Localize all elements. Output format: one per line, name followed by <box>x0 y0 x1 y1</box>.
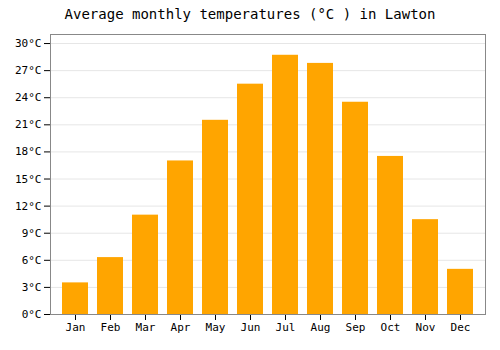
svg-text:27°C: 27°C <box>15 64 42 77</box>
svg-text:Jun: Jun <box>241 321 261 334</box>
svg-text:Sep: Sep <box>346 321 366 334</box>
svg-text:Dec: Dec <box>451 321 471 334</box>
svg-text:12°C: 12°C <box>15 200 42 213</box>
svg-text:Jul: Jul <box>276 321 296 334</box>
svg-text:Nov: Nov <box>416 321 436 334</box>
svg-text:15°C: 15°C <box>15 173 42 186</box>
svg-text:30°C: 30°C <box>15 37 42 50</box>
svg-text:9°C: 9°C <box>22 227 42 240</box>
svg-text:Aug: Aug <box>311 321 331 334</box>
html-text:Average monthly temperatures (: Average monthly temperatures (°C ) in La… <box>64 6 436 22</box>
svg-text:Apr: Apr <box>171 321 191 334</box>
svg-text:3°C: 3°C <box>22 281 42 294</box>
svg-text:Jan: Jan <box>66 321 86 334</box>
svg-text:21°C: 21°C <box>15 118 42 131</box>
svg-text:18°C: 18°C <box>15 145 42 158</box>
svg-text:Feb: Feb <box>101 321 121 334</box>
svg-text:0°C: 0°C <box>22 308 42 321</box>
svg-text:Oct: Oct <box>381 321 401 334</box>
svg-text:May: May <box>206 321 226 334</box>
svg-text:Mar: Mar <box>136 321 156 334</box>
svg-text:24°C: 24°C <box>15 91 42 104</box>
svg-text:6°C: 6°C <box>22 254 42 267</box>
